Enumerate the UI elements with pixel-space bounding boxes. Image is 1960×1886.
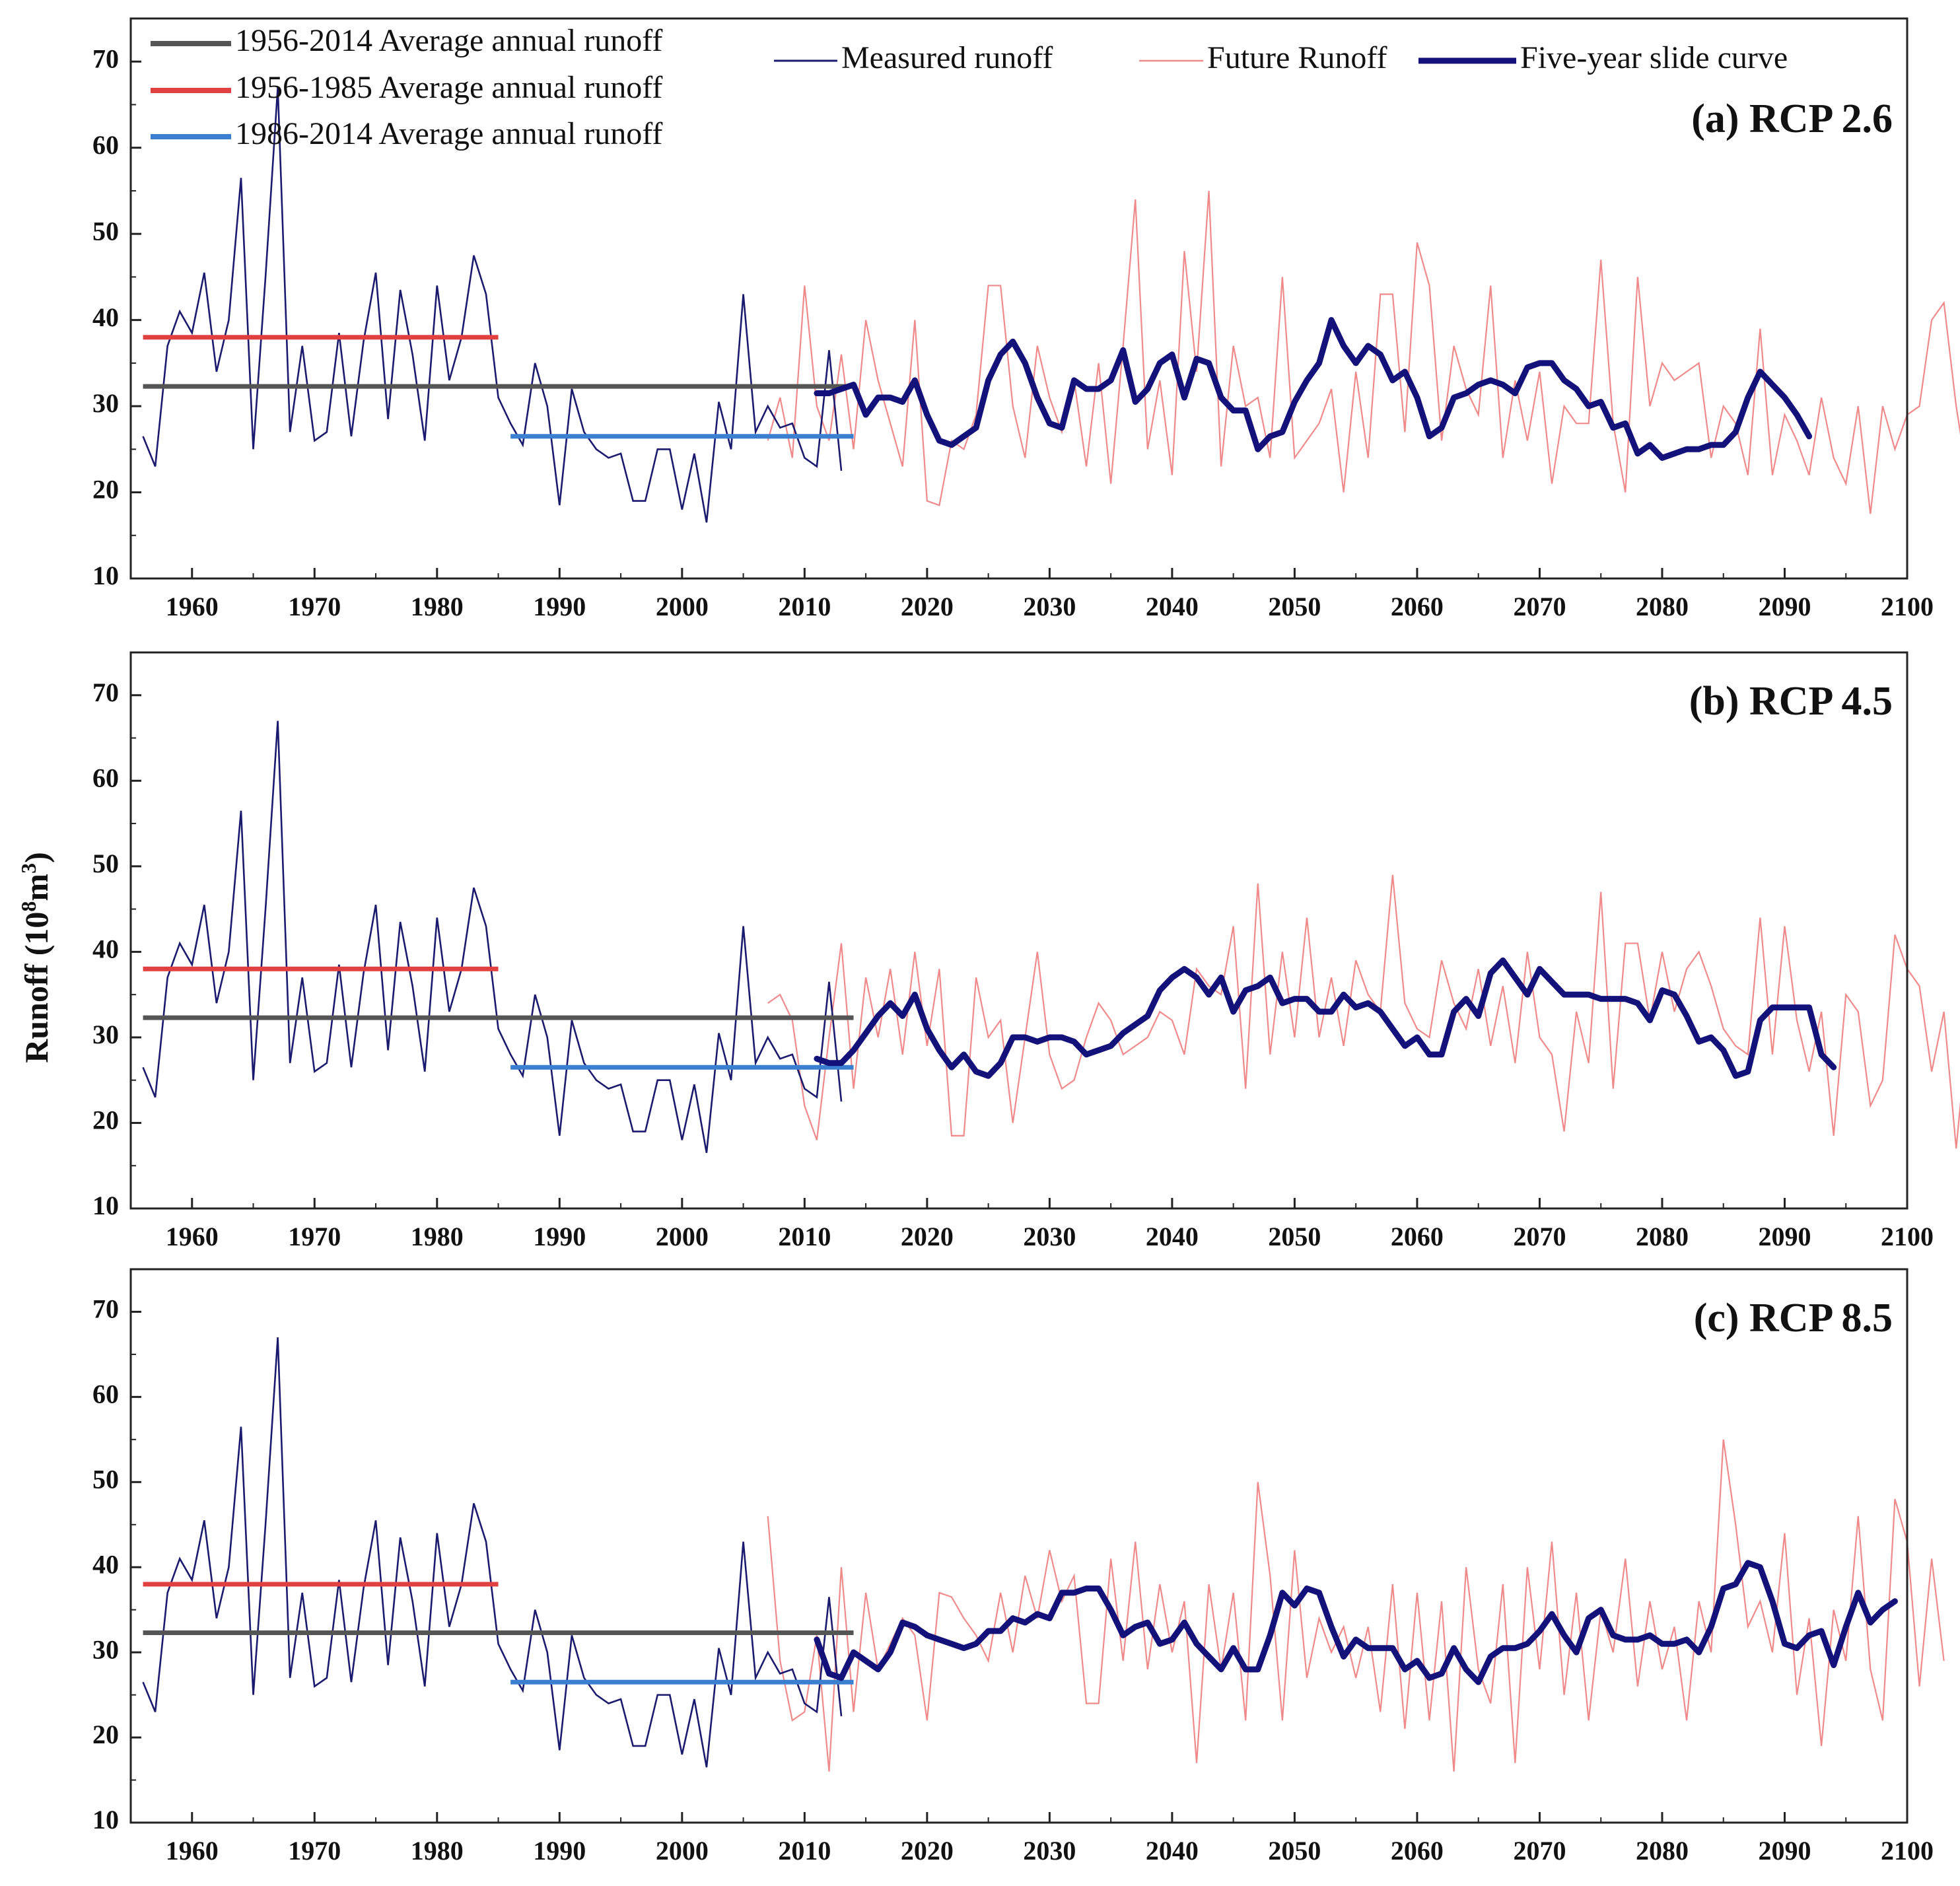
x-tick-label: 1970 [288, 592, 341, 621]
x-tick-label: 1980 [411, 592, 464, 621]
x-tick-label: 2010 [778, 1836, 831, 1866]
y-tick-label: 30 [92, 1634, 119, 1664]
x-tick-label: 2060 [1391, 592, 1444, 621]
x-tick-label: 2000 [656, 1222, 709, 1251]
x-tick-label: 2050 [1268, 1836, 1321, 1866]
x-tick-label: 2090 [1758, 592, 1811, 621]
x-tick-label: 1960 [166, 592, 219, 621]
x-tick-label: 2010 [778, 592, 831, 621]
legend-slide-label: Five-year slide curve [1520, 40, 1788, 75]
x-tick-label: 2080 [1636, 1222, 1689, 1251]
x-tick-label: 2020 [901, 1836, 954, 1866]
x-tick-label: 2020 [901, 592, 954, 621]
x-tick-label: 1990 [533, 592, 586, 621]
y-tick-label: 50 [92, 216, 119, 246]
x-tick-label: 2060 [1391, 1836, 1444, 1866]
measured-runoff-series [142, 87, 843, 523]
y-tick-label: 30 [92, 1020, 119, 1049]
x-tick-label: 2100 [1881, 1836, 1934, 1866]
y-tick-label: 50 [92, 1464, 119, 1494]
y-tick-label: 20 [92, 1720, 119, 1749]
x-tick-label: 1990 [533, 1836, 586, 1866]
y-tick-label: 40 [92, 302, 119, 332]
x-tick-label: 2040 [1146, 1836, 1199, 1866]
y-tick-label: 70 [92, 44, 119, 73]
plot-frame [129, 17, 1908, 580]
y-tick-label: 40 [92, 1549, 119, 1579]
x-tick-label: 2090 [1758, 1836, 1811, 1866]
panel-label: (b) RCP 4.5 [1689, 679, 1893, 724]
y-tick-label: 20 [92, 1105, 119, 1135]
y-tick-label: 10 [92, 1191, 119, 1220]
y-tick-label: 60 [92, 1380, 119, 1409]
x-tick-label: 2060 [1391, 1222, 1444, 1251]
panel-label: (a) RCP 2.6 [1691, 96, 1893, 141]
measured-runoff-series [142, 720, 843, 1154]
x-tick-label: 2080 [1636, 592, 1689, 621]
y-axis-label: Runoff (108m3) [17, 852, 55, 1063]
x-tick-label: 2070 [1513, 592, 1566, 621]
five-year-slide-series [814, 1560, 1898, 1685]
x-tick-label: 2100 [1881, 592, 1934, 621]
x-tick-label: 1970 [288, 1836, 341, 1866]
legend-future-label: Future Runoff [1207, 40, 1387, 75]
x-tick-label: 2100 [1881, 1222, 1934, 1251]
x-tick-label: 2040 [1146, 1222, 1199, 1251]
panel-label: (c) RCP 8.5 [1694, 1296, 1893, 1341]
legend-measured-label: Measured runoff [841, 40, 1053, 75]
x-tick-label: 2030 [1023, 1836, 1076, 1866]
five-year-slide-series [814, 317, 1813, 461]
legend-avg-early-label: 1956-1985 Average annual runoff [235, 70, 662, 105]
x-tick-label: 1970 [288, 1222, 341, 1251]
x-tick-label: 2000 [656, 1836, 709, 1866]
y-tick-label: 60 [92, 130, 119, 160]
y-tick-label: 20 [92, 475, 119, 505]
x-tick-label: 1990 [533, 1222, 586, 1251]
x-tick-label: 2040 [1146, 592, 1199, 621]
y-tick-label: 10 [92, 561, 119, 590]
x-tick-label: 2030 [1023, 592, 1076, 621]
future-runoff-series [767, 1439, 1945, 1772]
x-tick-label: 1980 [411, 1836, 464, 1866]
future-runoff-series [767, 874, 1960, 1149]
x-tick-label: 1960 [166, 1222, 219, 1251]
y-tick-label: 70 [92, 678, 119, 707]
x-tick-label: 1980 [411, 1222, 464, 1251]
x-tick-label: 2070 [1513, 1836, 1566, 1866]
y-tick-label: 30 [92, 388, 119, 418]
y-tick-label: 10 [92, 1805, 119, 1834]
x-tick-label: 2070 [1513, 1222, 1566, 1251]
y-tick-label: 50 [92, 849, 119, 878]
x-tick-label: 2030 [1023, 1222, 1076, 1251]
x-tick-label: 2000 [656, 592, 709, 621]
x-tick-label: 1960 [166, 1836, 219, 1866]
legend: 1956-2014 Average annual runoff 1956-1985… [151, 23, 1788, 151]
x-tick-label: 2080 [1636, 1836, 1689, 1866]
x-tick-label: 2090 [1758, 1222, 1811, 1251]
plot-frame [129, 1268, 1908, 1824]
x-tick-label: 2010 [778, 1222, 831, 1251]
future-runoff-series [767, 190, 1960, 514]
measured-runoff-series [142, 1337, 843, 1768]
x-tick-label: 2020 [901, 1222, 954, 1251]
y-tick-label: 40 [92, 934, 119, 964]
x-tick-label: 2050 [1268, 592, 1321, 621]
y-tick-label: 70 [92, 1294, 119, 1324]
five-year-slide-series [814, 957, 1837, 1079]
x-tick-label: 2050 [1268, 1222, 1321, 1251]
legend-avg-all-label: 1956-2014 Average annual runoff [235, 23, 662, 58]
y-tick-label: 60 [92, 763, 119, 792]
plot-frame [129, 651, 1908, 1210]
legend-avg-late-label: 1986-2014 Average annual runoff [235, 116, 662, 151]
